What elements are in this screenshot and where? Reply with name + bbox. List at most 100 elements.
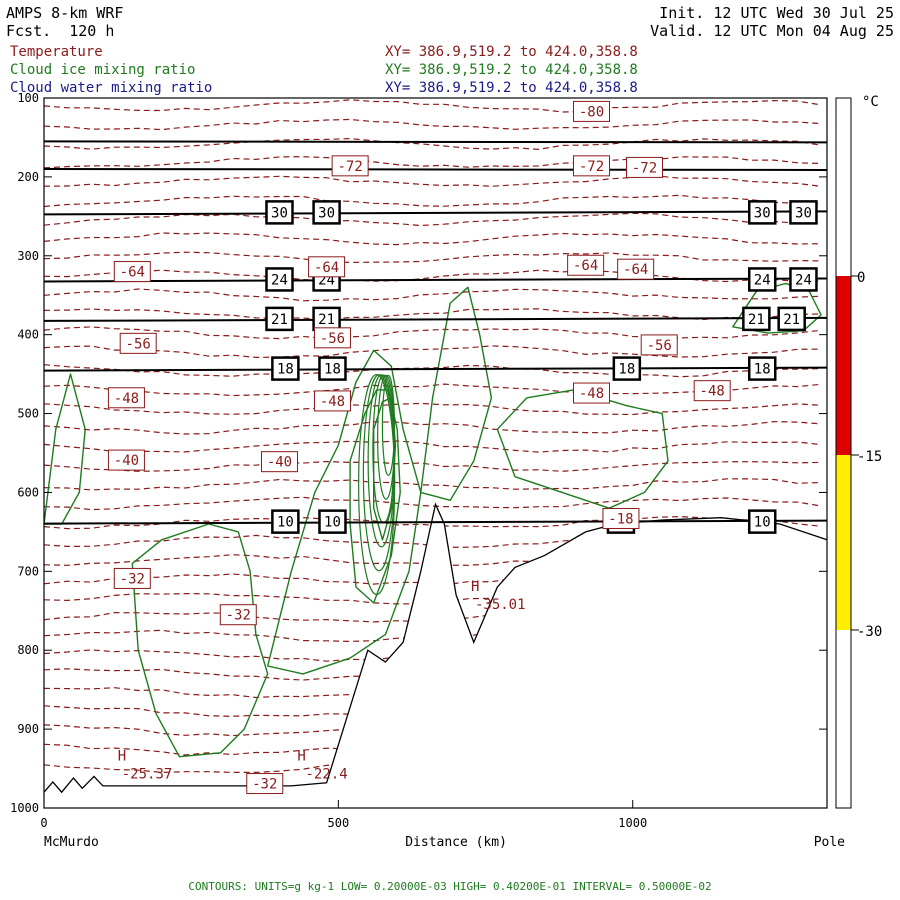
x-start-label: McMurdo [44, 835, 99, 850]
temperature-label: -64 [623, 262, 648, 278]
x-tick-label: 0 [40, 816, 47, 830]
temperature-label-box [602, 507, 640, 529]
temperature-isotherm [43, 251, 822, 264]
x-axis-title: Distance (km) [405, 835, 507, 850]
temperature-isotherm [43, 137, 822, 151]
theta-line-24 [43, 277, 828, 283]
theta-label-box [265, 306, 294, 332]
y-tick-label: 400 [17, 328, 39, 342]
theta-label: 10 [277, 515, 294, 531]
temperature-isotherm [43, 420, 822, 435]
theta-label: 18 [618, 362, 635, 378]
theta-label-box [271, 509, 300, 534]
temperature-label: -64 [120, 265, 145, 281]
temperature-label: -48 [700, 384, 725, 400]
temperature-label: -72 [632, 160, 657, 176]
extremum-value: -35.01 [475, 597, 526, 613]
valid-value: 12 UTC Mon 04 Aug 25 [713, 22, 894, 40]
extremum-mark: H [297, 749, 305, 765]
temperature-label-box [219, 604, 257, 626]
y-tick-label: 600 [17, 485, 39, 499]
y-tick-label: 200 [17, 170, 39, 184]
temperature-label: -48 [114, 391, 139, 407]
theta-line-18 [43, 366, 828, 372]
extremum-mark: H [118, 749, 126, 765]
temperature-label-box [617, 258, 655, 280]
temperature-label-box [567, 254, 605, 276]
temperature-isotherm [43, 345, 822, 359]
theta-label: 10 [754, 515, 771, 531]
field-cloud-water: Cloud water mixing ratio [10, 80, 213, 96]
temperature-label: -32 [120, 571, 145, 587]
temperature-label-box [331, 155, 369, 177]
temperature-label-box [246, 773, 284, 795]
theta-line-21 [43, 316, 828, 322]
temperature-label: -40 [267, 455, 292, 471]
colorbar-level-label: -15 [857, 449, 882, 465]
theta-label-box [747, 356, 777, 381]
fcst-label: Fcst. [6, 22, 52, 40]
temperature-isotherm [43, 743, 822, 756]
cross-section-plot: 3030303024242424212121211818181810101010… [10, 91, 882, 850]
y-tick-label: 1000 [10, 801, 39, 815]
forecast-hour: Fcst. 120 h [6, 22, 114, 40]
temperature-isotherm [43, 194, 822, 208]
y-tick-label: 700 [17, 564, 39, 578]
theta-label: 21 [318, 312, 335, 328]
temperature-isotherm [43, 175, 822, 187]
temperature-label: -72 [337, 159, 362, 175]
temperature-isotherm [43, 496, 822, 511]
theta-label: 24 [754, 272, 771, 288]
theta-label-box [318, 509, 347, 534]
temperature-label: -64 [314, 260, 339, 276]
temperature-label-box [107, 449, 145, 471]
temperature-label: -48 [579, 386, 604, 402]
temperature-isotherm [43, 440, 822, 453]
xy-cloud-water: XY= 386.9,519.2 to 424.0,358.8 [385, 80, 638, 96]
temperature-label-box [573, 155, 611, 177]
theta-label-box [777, 306, 806, 332]
temperature-label-box [313, 327, 351, 349]
terrain-line [43, 502, 828, 794]
theta-label: 30 [754, 205, 771, 221]
temperature-label-box [693, 380, 731, 402]
model-title: AMPS 8-km WRF [6, 4, 124, 22]
theta-line [43, 168, 828, 171]
theta-label-box [789, 267, 818, 292]
colorbar-segment-yellow [836, 455, 851, 630]
theta-label-box [612, 356, 642, 381]
xy-temperature: XY= 386.9,519.2 to 424.0,358.8 [385, 44, 638, 60]
temperature-label: -64 [573, 258, 598, 274]
theta-label: 18 [277, 362, 294, 378]
temperature-isotherm [43, 232, 822, 246]
theta-label-box [271, 356, 300, 381]
temperature-label-box [640, 334, 678, 356]
xy-cloud-ice: XY= 386.9,519.2 to 424.0,358.8 [385, 62, 638, 78]
fcst-value: 120 h [69, 22, 115, 40]
contour-labels: -80 -72 -72 -72 -64 -64 -64 -64 -56 -56 -56 -48 -48 -… [107, 100, 731, 795]
temperature-label-box [260, 451, 298, 473]
x-tick-label: 500 [328, 816, 350, 830]
x-end-label: Pole [814, 835, 845, 850]
theta-label: 21 [271, 312, 288, 328]
theta-lines: 3030303024242424212121211818181810101010 [43, 140, 828, 534]
colorbar-segment-below [836, 630, 851, 808]
theta-label: 10 [324, 515, 341, 531]
temperature-label-box [113, 261, 151, 283]
temperature-isotherm [43, 156, 822, 169]
temperature-label-box [573, 382, 611, 404]
temperature-isotherm [43, 460, 822, 472]
temperature-contours [43, 99, 827, 808]
y-tick-label: 300 [17, 249, 39, 263]
theta-label-box [747, 509, 777, 534]
contour-info-footer: CONTOURS: UNITS=g kg-1 LOW= 0.20000E-03 … [188, 880, 712, 893]
theta-label-box [265, 200, 294, 225]
colorbar-unit: °C [862, 94, 879, 110]
init-time: Init. 12 UTC Wed 30 Jul 25 [659, 4, 894, 22]
extremum-value: -25.37 [122, 767, 173, 783]
theta-label: 30 [795, 205, 812, 221]
temperature-label: -72 [579, 159, 604, 175]
y-tick-label: 100 [17, 91, 39, 105]
temperature-label: -40 [114, 453, 139, 469]
